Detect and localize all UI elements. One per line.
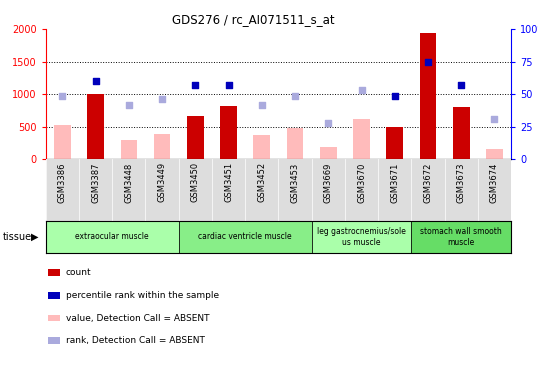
Text: GSM3671: GSM3671 bbox=[390, 162, 399, 203]
Point bbox=[324, 120, 332, 126]
Text: GSM3449: GSM3449 bbox=[158, 162, 167, 202]
Bar bbox=[154, 134, 171, 159]
Text: GDS276 / rc_AI071511_s_at: GDS276 / rc_AI071511_s_at bbox=[172, 13, 334, 26]
Text: GSM3448: GSM3448 bbox=[124, 162, 133, 202]
Bar bbox=[220, 106, 237, 159]
Text: ▶: ▶ bbox=[31, 232, 39, 242]
Point bbox=[224, 82, 233, 88]
Point bbox=[457, 82, 465, 88]
Bar bbox=[320, 147, 337, 159]
Text: stomach wall smooth
muscle: stomach wall smooth muscle bbox=[420, 227, 502, 247]
Point bbox=[58, 93, 67, 98]
Point bbox=[124, 102, 133, 108]
Bar bbox=[386, 127, 403, 159]
Bar bbox=[54, 126, 70, 159]
Point bbox=[391, 93, 399, 98]
Text: count: count bbox=[66, 268, 91, 277]
Text: value, Detection Call = ABSENT: value, Detection Call = ABSENT bbox=[66, 314, 209, 322]
Text: GSM3451: GSM3451 bbox=[224, 162, 233, 202]
Text: GSM3672: GSM3672 bbox=[423, 162, 433, 203]
Bar bbox=[121, 140, 137, 159]
Point bbox=[490, 116, 499, 122]
Point bbox=[91, 78, 100, 84]
Point bbox=[191, 82, 200, 88]
Bar bbox=[486, 149, 503, 159]
Text: GSM3386: GSM3386 bbox=[58, 162, 67, 203]
Text: tissue: tissue bbox=[3, 232, 32, 242]
Bar bbox=[312, 221, 412, 253]
Text: leg gastrocnemius/sole
us muscle: leg gastrocnemius/sole us muscle bbox=[317, 227, 406, 247]
Text: GSM3450: GSM3450 bbox=[191, 162, 200, 202]
Bar bbox=[46, 221, 179, 253]
Point bbox=[291, 93, 299, 98]
Text: GSM3452: GSM3452 bbox=[257, 162, 266, 202]
Text: GSM3674: GSM3674 bbox=[490, 162, 499, 203]
Text: cardiac ventricle muscle: cardiac ventricle muscle bbox=[199, 232, 292, 242]
Bar bbox=[253, 135, 270, 159]
Text: rank, Detection Call = ABSENT: rank, Detection Call = ABSENT bbox=[66, 336, 204, 345]
Point bbox=[158, 97, 166, 102]
Point bbox=[357, 87, 366, 93]
Text: GSM3387: GSM3387 bbox=[91, 162, 100, 203]
Text: GSM3453: GSM3453 bbox=[291, 162, 300, 202]
Bar bbox=[287, 128, 303, 159]
Text: GSM3673: GSM3673 bbox=[457, 162, 466, 203]
Point bbox=[258, 102, 266, 108]
Point bbox=[424, 59, 433, 65]
Bar bbox=[412, 221, 511, 253]
Bar bbox=[87, 94, 104, 159]
Bar bbox=[353, 119, 370, 159]
Text: extraocular muscle: extraocular muscle bbox=[75, 232, 149, 242]
Bar bbox=[453, 107, 470, 159]
Text: GSM3670: GSM3670 bbox=[357, 162, 366, 203]
Bar bbox=[187, 116, 203, 159]
Bar bbox=[420, 33, 436, 159]
Bar bbox=[179, 221, 312, 253]
Text: GSM3669: GSM3669 bbox=[324, 162, 333, 203]
Text: percentile rank within the sample: percentile rank within the sample bbox=[66, 291, 219, 300]
